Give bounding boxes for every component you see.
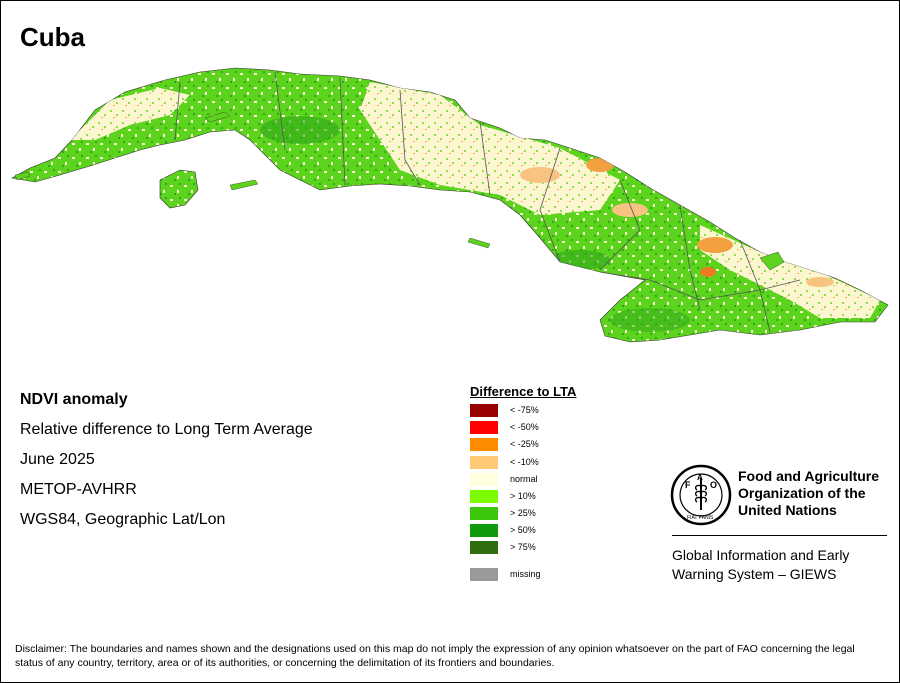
fao-logo-icon: F A O FIAT PANIS xyxy=(670,464,732,526)
legend-swatch xyxy=(470,568,498,581)
legend-title: Difference to LTA xyxy=(470,384,577,399)
info-ndvi-anomaly: NDVI anomaly xyxy=(20,391,128,408)
legend-swatch xyxy=(470,456,498,469)
legend-swatch xyxy=(470,404,498,417)
legend-label: < -75% xyxy=(510,405,539,415)
fao-emblem-letter-o: O xyxy=(710,480,717,490)
fao-emblem-letter-f: F xyxy=(685,480,691,490)
dry-patch-4 xyxy=(520,167,560,183)
fao-name-line1: Food and Agriculture xyxy=(738,468,880,484)
logo-divider xyxy=(672,535,887,536)
fao-emblem-letter-a: A xyxy=(697,473,703,482)
legend-label: < -25% xyxy=(510,439,539,449)
fao-name-line2: Organization of the xyxy=(738,485,866,501)
legend-label: normal xyxy=(510,474,538,484)
legend-swatch xyxy=(470,421,498,434)
isla-de-la-juventud xyxy=(159,169,199,209)
giews-line2: Warning System – GIEWS xyxy=(672,566,837,582)
fao-organization-name: Food and Agriculture Organization of the… xyxy=(738,468,879,519)
dry-patch-6 xyxy=(806,277,834,287)
dry-patch-1 xyxy=(586,158,614,172)
legend-label: < -10% xyxy=(510,457,539,467)
cuba-ndvi-map xyxy=(11,67,889,343)
legend-swatch xyxy=(470,473,498,486)
info-description: Relative difference to Long Term Average xyxy=(20,421,313,438)
legend-label: missing xyxy=(510,569,541,579)
dry-patch-5 xyxy=(612,203,648,217)
dry-patch-3 xyxy=(700,267,716,277)
info-date: June 2025 xyxy=(20,451,95,468)
wet-zone-1 xyxy=(260,116,340,144)
info-projection: WGS84, Geographic Lat/Lon xyxy=(20,511,226,528)
normal-zone-west xyxy=(70,88,190,140)
wet-zone-3 xyxy=(610,308,690,332)
normal-zone-east xyxy=(700,225,880,318)
legend-swatch xyxy=(470,438,498,451)
province-boundaries xyxy=(174,71,801,333)
map-title: Cuba xyxy=(20,22,85,52)
giews-name: Global Information and Early Warning Sys… xyxy=(672,546,849,584)
fao-name-line3: United Nations xyxy=(738,502,837,518)
cuba-mainland xyxy=(11,67,889,343)
dry-patch-2 xyxy=(697,237,733,253)
disclaimer: Disclaimer: The boundaries and names sho… xyxy=(15,643,855,669)
legend-swatch xyxy=(470,507,498,520)
cays xyxy=(14,111,785,271)
giews-line1: Global Information and Early xyxy=(672,547,850,563)
fao-emblem-motto: FIAT PANIS xyxy=(687,515,714,521)
normal-zone-central xyxy=(360,82,620,215)
legend-swatch xyxy=(470,541,498,554)
legend-label: < -50% xyxy=(510,422,539,432)
legend-label: > 25% xyxy=(510,508,536,518)
legend-label: > 75% xyxy=(510,542,536,552)
info-sensor: METOP-AVHRR xyxy=(20,481,137,498)
legend-label: > 10% xyxy=(510,491,536,501)
legend-swatch xyxy=(470,524,498,537)
legend-swatch xyxy=(470,490,498,503)
legend-label: > 50% xyxy=(510,525,536,535)
